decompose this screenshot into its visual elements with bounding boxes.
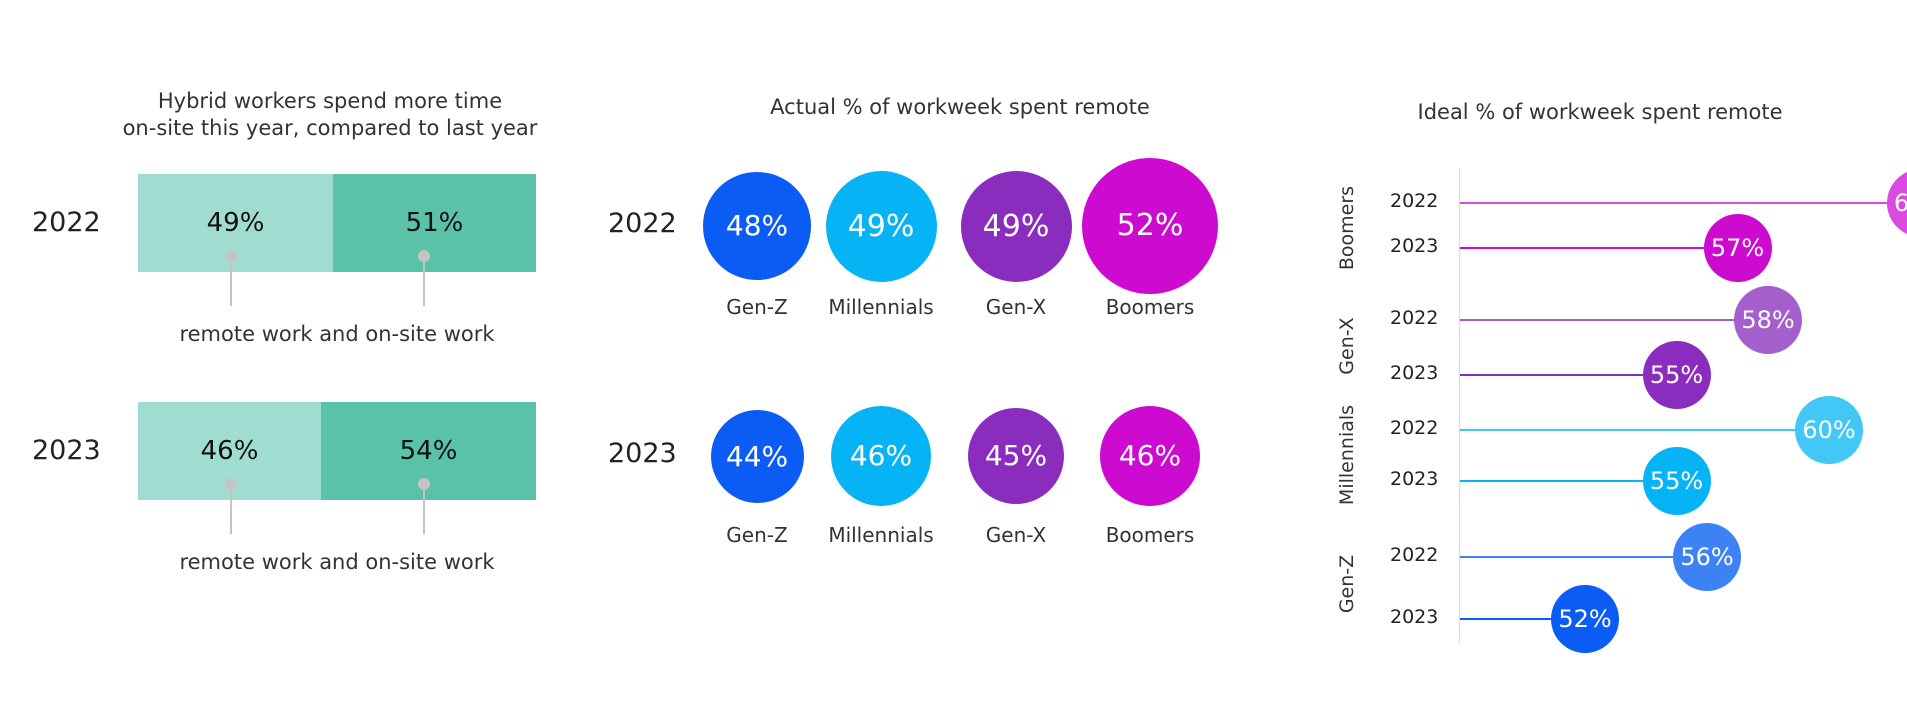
panel1-title-line2: on-site this year, compared to last year	[122, 116, 538, 140]
generation-label: Gen-Z	[726, 295, 788, 319]
year-label: 2023	[1390, 362, 1439, 384]
bar-caption: remote work and on-site work	[179, 322, 495, 346]
group-label: Gen-Z	[1336, 554, 1358, 614]
group-label: Millennials	[1336, 404, 1358, 506]
lollipop-stem	[1460, 480, 1677, 482]
panel3-axis-line	[1459, 168, 1460, 643]
year-label: 2022	[608, 208, 677, 239]
panel2-title: Actual % of workweek spent remote	[770, 95, 1150, 119]
lollipop-stem	[1460, 202, 1907, 204]
generation-label: Boomers	[1105, 523, 1195, 547]
year-label: 2023	[32, 435, 101, 466]
year-label: 2022	[1390, 190, 1439, 212]
lollipop-gen-x-2023: 55%	[1642, 341, 1711, 409]
year-label: 2022	[1390, 544, 1439, 566]
panel1-title: Hybrid workers spend more time on-site t…	[110, 88, 550, 142]
panel1-title-line1: Hybrid workers spend more time	[157, 89, 503, 113]
bubble-gen-x-2023: 45%	[967, 407, 1065, 505]
year-label: 2023	[608, 438, 677, 469]
year-label: 2023	[1390, 468, 1439, 490]
generation-label: Millennials	[828, 523, 934, 547]
onsite-segment: 51%	[333, 174, 536, 272]
lollipop-stem	[1460, 319, 1768, 321]
lollipop-stem	[1460, 247, 1738, 249]
bubble-gen-z-2022: 48%	[703, 172, 811, 280]
lollipop-stem	[1460, 429, 1829, 431]
lollipop-gen-z-2023: 52%	[1551, 585, 1619, 653]
lollipop-stem	[1460, 374, 1677, 376]
bubble-boomers-2022: 52%	[1081, 157, 1219, 295]
lollipop-stem	[1460, 556, 1707, 558]
lollipop-boomers-2022: 63%	[1886, 169, 1907, 237]
year-label: 2022	[1390, 417, 1439, 439]
group-label: Boomers	[1336, 185, 1358, 271]
lollipop-gen-z-2022: 56%	[1673, 523, 1741, 591]
bubble-gen-z-2023: 44%	[710, 409, 804, 503]
year-label: 2022	[32, 207, 101, 238]
pin-line	[230, 256, 232, 306]
lollipop-boomers-2023: 57%	[1703, 214, 1772, 282]
pin-line	[230, 484, 232, 534]
lollipop-millennials-2023: 55%	[1642, 447, 1711, 515]
bubble-boomers-2023: 46%	[1099, 405, 1201, 507]
stacked-bar-2022: 49% 51%	[138, 174, 536, 272]
generation-label: Gen-X	[985, 295, 1047, 319]
year-label: 2023	[1390, 235, 1439, 257]
bar-caption: remote work and on-site work	[179, 550, 495, 574]
bubble-millennials-2023: 46%	[830, 405, 932, 507]
bubble-millennials-2022: 49%	[825, 170, 937, 282]
pin-line	[423, 484, 425, 534]
pin-line	[423, 256, 425, 306]
generation-label: Gen-X	[985, 523, 1047, 547]
generation-label: Gen-Z	[726, 523, 788, 547]
bubble-gen-x-2022: 49%	[960, 170, 1072, 282]
lollipop-millennials-2022: 60%	[1795, 396, 1863, 464]
panel3-title: Ideal % of workweek spent remote	[1417, 100, 1783, 124]
generation-label: Boomers	[1105, 295, 1195, 319]
generation-label: Millennials	[828, 295, 934, 319]
year-label: 2022	[1390, 307, 1439, 329]
lollipop-stem	[1460, 618, 1585, 620]
lollipop-gen-x-2022: 58%	[1734, 286, 1802, 354]
stacked-bar-2023: 46% 54%	[138, 402, 536, 500]
group-label: Gen-X	[1336, 317, 1358, 375]
year-label: 2023	[1390, 606, 1439, 628]
